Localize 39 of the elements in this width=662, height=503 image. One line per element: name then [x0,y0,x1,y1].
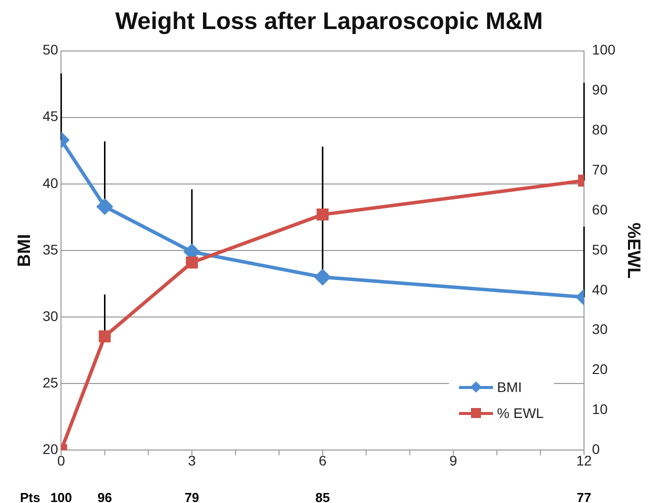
point [186,256,198,268]
y-tick-label: 25 [42,374,58,390]
text: 96 [98,490,112,503]
x-tick-label: 6 [318,452,327,468]
y2-tick-label: 60 [592,201,608,218]
x-tick-label: 3 [188,452,196,468]
y2-tick-label: 50 [592,241,608,258]
y2-tick-label: 30 [592,321,608,338]
y-tick-label: 45 [42,108,58,124]
y2-tick-label: 90 [592,82,608,98]
y-tick-label: 40 [42,174,58,191]
point [96,198,112,214]
y-tick-label: 50 [42,42,58,58]
y2-tick-label: 80 [592,122,608,138]
legend-label: BMI [497,379,522,396]
legend-label: % EWL [497,405,544,422]
y-tick-label: 20 [42,441,58,458]
x-tick-label: 0 [57,452,66,468]
y2-tick-label: 40 [592,281,608,298]
y-tick-label: 30 [42,308,58,324]
point [314,269,330,285]
point [98,330,111,342]
y2-tick-label: 70 [592,161,608,178]
x-tick-label: 12 [576,452,592,468]
y-axis-title: BMI [14,234,34,267]
text: 77 [576,490,592,503]
y2-tick-label: 10 [592,401,608,418]
y-tick-label: 35 [42,241,58,258]
y2-tick-label: 0 [592,441,600,458]
text: 85 [315,490,330,503]
text: 79 [184,490,200,503]
text: Pts [20,490,40,503]
point [316,208,329,221]
y2-tick-label: 100 [592,42,616,58]
chart-title: Weight Loss after Laparoscopic M&M [115,8,543,36]
x-tick-label: 9 [449,452,458,468]
text: 100 [50,490,72,503]
y2-tick-label: 20 [592,361,608,378]
y2-axis-title: %EWL [624,222,644,278]
